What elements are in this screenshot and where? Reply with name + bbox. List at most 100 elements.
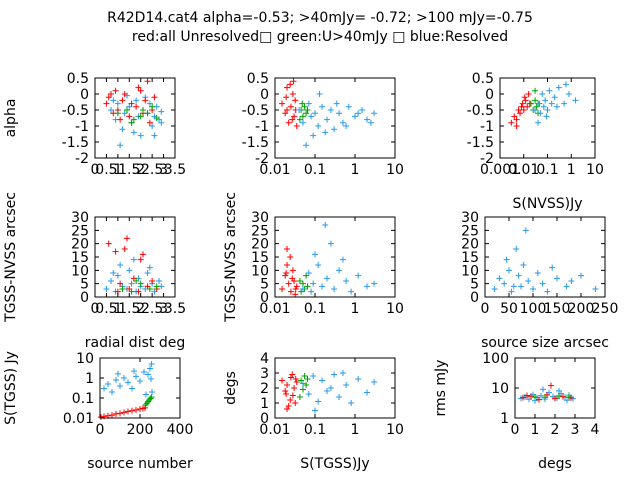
data-point bbox=[103, 286, 110, 292]
data-point bbox=[289, 116, 296, 123]
data-point bbox=[284, 107, 291, 113]
data-point bbox=[293, 379, 300, 385]
y-tick-label: 15 bbox=[71, 250, 89, 266]
y-tick-label: -1.5 bbox=[467, 135, 494, 151]
data-point bbox=[105, 381, 111, 388]
data-point bbox=[117, 116, 124, 123]
x-tick-label: 100 bbox=[520, 301, 547, 317]
data-point bbox=[143, 400, 150, 407]
y-tick-label: -1.5 bbox=[242, 135, 269, 151]
data-point bbox=[135, 84, 142, 91]
x-axis-label: degs bbox=[538, 456, 572, 472]
data-point bbox=[289, 91, 296, 97]
data-point bbox=[322, 222, 329, 228]
data-point bbox=[508, 119, 515, 126]
data-point bbox=[287, 254, 294, 260]
data-point bbox=[551, 94, 558, 101]
series-1 bbox=[279, 246, 300, 298]
data-point bbox=[327, 107, 334, 113]
data-point bbox=[121, 409, 127, 416]
x-tick-label: 1 bbox=[351, 162, 360, 178]
data-point bbox=[117, 142, 124, 149]
series-2 bbox=[520, 382, 574, 403]
data-point bbox=[510, 283, 517, 290]
data-point bbox=[117, 382, 123, 389]
data-point bbox=[125, 379, 131, 386]
y-tick-label: 15 bbox=[251, 250, 269, 266]
data-point bbox=[503, 256, 510, 263]
data-point bbox=[316, 91, 323, 97]
data-point bbox=[310, 132, 317, 139]
series-2 bbox=[142, 394, 155, 408]
data-point bbox=[336, 267, 343, 274]
data-point bbox=[301, 373, 308, 379]
data-point bbox=[284, 84, 291, 91]
series-3 bbox=[114, 103, 160, 126]
series-3 bbox=[299, 222, 378, 295]
data-point bbox=[130, 129, 137, 136]
data-point bbox=[126, 267, 133, 274]
data-point bbox=[546, 87, 553, 94]
y-tick-label: 1 bbox=[260, 396, 269, 412]
data-point bbox=[308, 288, 315, 295]
series-2 bbox=[105, 235, 160, 295]
data-point bbox=[143, 391, 149, 398]
series-1 bbox=[508, 91, 533, 129]
data-point bbox=[521, 94, 528, 101]
data-point bbox=[513, 246, 520, 252]
y-tick-label: 2 bbox=[260, 381, 269, 397]
y-tick-label: 25 bbox=[71, 223, 89, 239]
y-tick-label: 3 bbox=[260, 366, 269, 382]
data-point bbox=[289, 392, 296, 399]
figure-title-line-2: red:all Unresolved□ green:U>40mJy □ blue… bbox=[132, 29, 508, 45]
data-point bbox=[556, 393, 562, 400]
data-point bbox=[135, 288, 142, 295]
data-point bbox=[121, 110, 128, 117]
data-point bbox=[119, 126, 126, 133]
y-tick-label: 30 bbox=[251, 210, 269, 226]
data-point bbox=[305, 270, 312, 276]
data-point bbox=[515, 272, 522, 279]
data-point bbox=[324, 388, 331, 394]
data-point bbox=[282, 388, 289, 394]
x-tick-label: 2.5 bbox=[141, 301, 163, 317]
y-tick-label: 0 bbox=[260, 290, 269, 306]
x-tick-label: 0.5 bbox=[95, 301, 117, 317]
data-point bbox=[144, 78, 151, 85]
data-point bbox=[312, 407, 318, 414]
data-point bbox=[348, 288, 355, 295]
data-point bbox=[110, 270, 117, 276]
data-point bbox=[285, 119, 292, 126]
data-point bbox=[144, 270, 151, 276]
data-point bbox=[148, 375, 154, 382]
y-tick-label: 10 bbox=[491, 381, 509, 397]
y-tick-label: 10 bbox=[76, 351, 94, 367]
data-point bbox=[303, 142, 310, 149]
data-point bbox=[508, 288, 515, 295]
series-3 bbox=[532, 393, 572, 401]
data-point bbox=[319, 103, 326, 110]
series-3 bbox=[296, 91, 378, 149]
data-point bbox=[124, 107, 130, 113]
data-point bbox=[324, 116, 331, 123]
data-point bbox=[147, 365, 153, 372]
data-point bbox=[283, 391, 290, 397]
data-point bbox=[301, 103, 308, 110]
data-point bbox=[284, 246, 291, 252]
y-tick-label: -2 bbox=[480, 151, 494, 167]
x-tick-label: 1 bbox=[113, 162, 122, 178]
data-point bbox=[148, 361, 155, 368]
data-point bbox=[153, 283, 160, 290]
y-tick-label: 1 bbox=[85, 371, 94, 387]
data-point bbox=[291, 385, 298, 391]
data-point bbox=[151, 132, 158, 139]
data-point bbox=[522, 227, 529, 234]
data-point bbox=[289, 371, 296, 378]
data-point bbox=[292, 376, 299, 382]
x-axis-label: S(TGSS)Jy bbox=[300, 456, 369, 472]
x-tick-label: 0.1 bbox=[304, 422, 326, 438]
data-point bbox=[287, 397, 294, 403]
data-point bbox=[315, 123, 322, 129]
data-point bbox=[109, 388, 115, 395]
